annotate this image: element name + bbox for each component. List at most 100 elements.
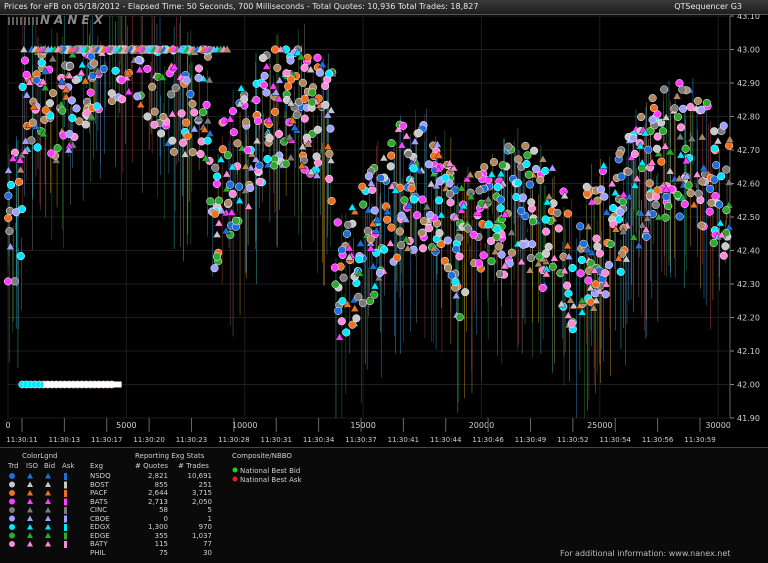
trade-marker-triangle	[214, 218, 224, 227]
legend-trd-symbol	[9, 541, 15, 547]
trade-marker-circle	[447, 271, 456, 280]
trade-marker-circle	[399, 121, 408, 130]
trade-marker-triangle	[168, 109, 177, 118]
legend-trd-symbol	[9, 515, 15, 522]
trade-marker-circle	[14, 177, 24, 186]
trade-marker-circle	[469, 230, 478, 239]
trade-marker-triangle	[344, 243, 354, 252]
trade-marker-triangle	[692, 170, 702, 178]
trade-marker-triangle	[225, 114, 235, 123]
trade-marker-triangle	[4, 165, 13, 174]
trade-marker-circle	[300, 114, 309, 123]
trade-marker-circle	[604, 260, 614, 269]
trade-marker-circle	[637, 112, 646, 122]
legend-bid-symbol	[45, 541, 51, 547]
trade-marker-triangle	[624, 192, 634, 201]
logo-bars	[8, 17, 38, 25]
trade-marker-triangle	[634, 241, 644, 249]
legend-iso-symbol	[27, 541, 33, 547]
trade-marker-circle	[707, 198, 716, 207]
trade-marker-triangle	[263, 160, 273, 168]
trade-marker-triangle	[19, 45, 29, 53]
trade-marker-circle	[600, 192, 609, 201]
time-tick-label: 11:30:59	[684, 436, 715, 444]
trade-marker-triangle	[368, 261, 378, 270]
trade-marker-circle	[355, 255, 364, 264]
trade-marker-circle	[83, 109, 92, 118]
time-tick-label: 11:30:28	[218, 436, 249, 444]
trade-marker-triangle	[441, 184, 451, 192]
trade-marker-triangle	[401, 215, 411, 223]
trade-marker-circle	[37, 58, 46, 67]
app-name: QTSequencer G3	[674, 2, 742, 11]
legend-trd-symbol	[9, 532, 15, 539]
trade-marker-circle	[330, 263, 339, 272]
y-tick-label: 42.90	[737, 79, 760, 88]
time-tick-label: 11:30:49	[515, 436, 546, 444]
trade-marker-circle	[524, 170, 534, 179]
trade-marker-circle	[595, 249, 604, 258]
trade-marker-circle	[686, 189, 695, 198]
trade-marker-triangle	[364, 205, 373, 214]
trade-marker-circle	[199, 108, 208, 117]
trade-marker-circle	[228, 107, 237, 116]
trade-marker-circle	[265, 133, 274, 143]
trade-marker-circle	[242, 118, 251, 127]
legend-trades-count: 77	[203, 540, 212, 548]
trade-marker-triangle	[391, 185, 400, 194]
trade-marker-circle	[504, 142, 513, 151]
trade-marker-circle	[657, 157, 666, 166]
trade-marker-circle	[615, 149, 624, 158]
trade-marker-triangle	[228, 162, 237, 171]
trade-marker-circle	[363, 226, 372, 236]
trade-marker-triangle	[629, 232, 638, 241]
trade-marker-triangle	[40, 67, 50, 75]
trade-marker-circle	[493, 225, 502, 234]
legend-bid-symbol	[45, 515, 51, 521]
trade-marker-circle	[186, 89, 195, 99]
trade-marker-circle	[418, 195, 427, 204]
trade-marker-triangle	[610, 188, 620, 196]
trade-marker-triangle	[590, 266, 599, 274]
trade-marker-circle	[576, 222, 585, 231]
trade-marker-circle	[526, 253, 535, 262]
trade-marker-circle	[308, 88, 317, 97]
trade-marker-triangle	[80, 76, 90, 85]
trade-marker-triangle	[123, 68, 132, 77]
trade-marker-circle	[380, 245, 389, 254]
col-exg: Exg	[90, 462, 104, 470]
trade-marker-circle	[513, 178, 522, 187]
trade-marker-circle	[255, 177, 264, 186]
trade-marker-circle	[445, 179, 454, 188]
trade-marker-triangle	[318, 60, 327, 68]
trade-marker-circle	[568, 263, 577, 273]
trade-marker-circle	[263, 155, 272, 164]
trade-marker-circle	[366, 235, 375, 244]
price-chart[interactable]: 43.10 43.00 42.90 42.80 42.70 42.60 42.50 42.40…	[0, 14, 768, 447]
trade-marker-circle	[446, 198, 455, 207]
trade-marker-triangle	[135, 65, 145, 74]
trade-marker-circle	[292, 110, 301, 119]
trade-marker-circle	[68, 113, 77, 123]
legend-exg-nsdq: NSDQ	[90, 472, 111, 480]
color-legend-title: ColorLgnd	[22, 452, 58, 460]
trade-marker-circle	[435, 229, 444, 238]
trade-marker-circle	[326, 124, 335, 133]
trade-marker-triangle	[200, 125, 209, 133]
trade-marker-triangle	[222, 169, 232, 178]
trade-marker-triangle	[195, 113, 205, 122]
trade-marker-circle	[549, 199, 558, 208]
trade-marker-circle	[392, 253, 402, 262]
trade-marker-triangle	[661, 113, 671, 121]
trade-marker-triangle	[697, 132, 707, 141]
trade-marker-circle	[554, 224, 563, 233]
trade-marker-triangle	[429, 244, 438, 252]
trade-marker-circle	[387, 223, 396, 232]
trade-marker-circle	[528, 217, 538, 226]
trade-marker-circle	[521, 141, 530, 150]
trade-marker-triangle	[687, 134, 697, 142]
trade-marker-circle	[321, 100, 330, 109]
footer-link[interactable]: For additional information: www.nanex.ne…	[560, 549, 731, 558]
trade-marker-triangle	[445, 158, 455, 167]
trade-marker-circle	[281, 159, 290, 168]
